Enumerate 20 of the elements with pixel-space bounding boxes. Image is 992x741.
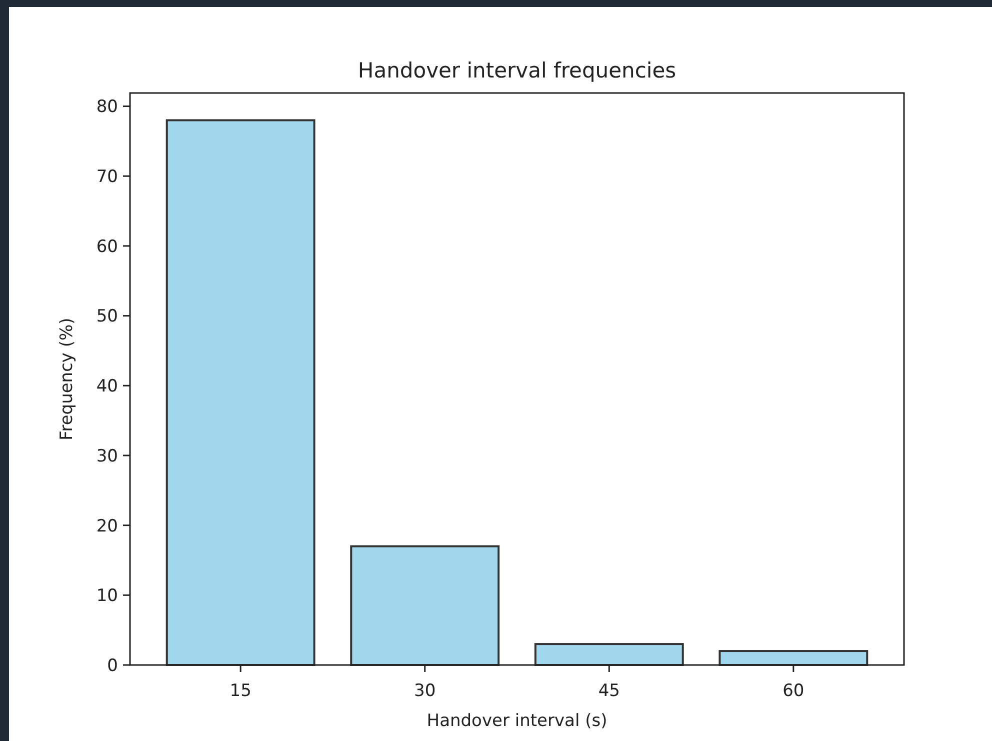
bar — [534, 643, 684, 666]
x-tick-label: 45 — [598, 680, 620, 701]
y-tick-label: 40 — [96, 376, 118, 397]
y-tick-label: 70 — [96, 167, 118, 188]
y-axis-title: Frequency (%) — [56, 318, 77, 440]
y-tick-label: 30 — [96, 446, 118, 466]
x-tick-label: 15 — [230, 680, 252, 701]
bar — [166, 119, 316, 666]
y-tick-label: 80 — [96, 97, 118, 118]
bar — [350, 545, 500, 666]
y-tick-label: 60 — [96, 236, 118, 257]
x-tick-label: 30 — [414, 680, 436, 701]
x-tick-label: 60 — [782, 680, 804, 701]
x-axis-title: Handover interval (s) — [426, 710, 608, 731]
y-tick-label: 10 — [96, 586, 118, 606]
y-tick-label: 0 — [107, 656, 118, 676]
chart-title: Handover interval frequencies — [358, 58, 676, 82]
y-tick-label: 50 — [96, 306, 118, 327]
bar — [718, 650, 868, 666]
y-tick-label: 20 — [96, 516, 118, 536]
